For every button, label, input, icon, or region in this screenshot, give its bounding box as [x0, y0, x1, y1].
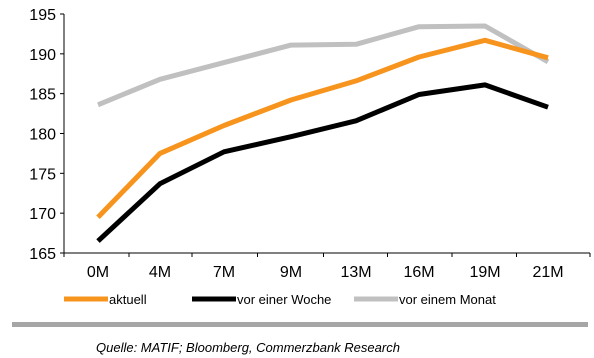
- y-tick-label: 195: [29, 7, 56, 24]
- series-line-2: [97, 23, 550, 108]
- legend-label-1: vor einer Woche: [237, 292, 331, 307]
- y-tick-label: 185: [29, 87, 56, 104]
- y-tick-label: 165: [29, 246, 56, 263]
- y-tick-label: 175: [29, 166, 56, 183]
- series-lines: [96, 23, 550, 243]
- x-tick-label: 7M: [213, 264, 235, 281]
- x-tick-label: 19M: [469, 264, 500, 281]
- y-tick-label: 180: [29, 127, 56, 144]
- x-tick-label: 4M: [149, 264, 171, 281]
- x-tick-label: 13M: [340, 264, 371, 281]
- legend-label-0: aktuell: [109, 292, 147, 307]
- axes: [60, 13, 591, 257]
- x-tick-label: 21M: [532, 264, 563, 281]
- source-note: Quelle: MATIF; Bloomberg, Commerzbank Re…: [96, 340, 400, 355]
- legend-label-2: vor einem Monat: [399, 292, 496, 307]
- y-tick-labels: 165 170 175 180 185 190 195: [29, 7, 56, 263]
- legend: aktuell vor einer Woche vor einem Monat: [64, 292, 496, 307]
- separator-rule: [12, 322, 588, 327]
- x-tick-label: 16M: [403, 264, 434, 281]
- y-tick-label: 190: [29, 47, 56, 64]
- x-tick-labels: 0M 4M 7M 9M 13M 16M 19M 21M: [87, 264, 564, 281]
- x-tick-label: 9M: [280, 264, 302, 281]
- series-line-1: [96, 82, 549, 243]
- x-tick-label: 0M: [87, 264, 109, 281]
- series-line-0: [96, 37, 549, 219]
- y-tick-label: 170: [29, 206, 56, 223]
